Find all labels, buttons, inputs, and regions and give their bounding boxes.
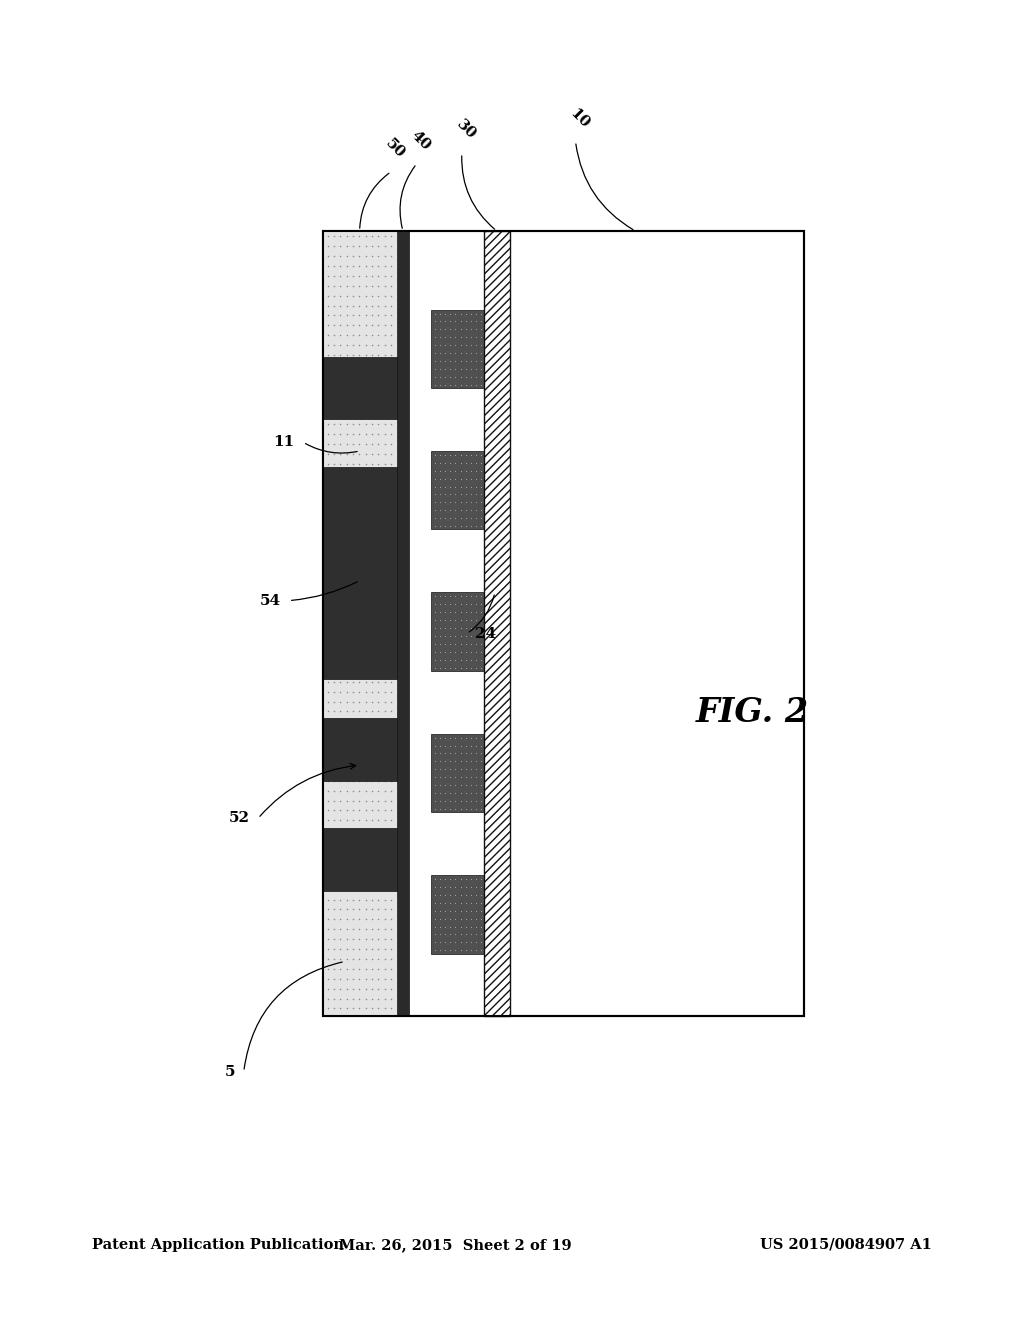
- Text: FIG. 2: FIG. 2: [696, 697, 809, 729]
- Text: 50: 50: [383, 136, 408, 161]
- Text: 40: 40: [409, 128, 433, 153]
- Text: Mar. 26, 2015  Sheet 2 of 19: Mar. 26, 2015 Sheet 2 of 19: [339, 1238, 572, 1251]
- Text: 24: 24: [475, 627, 497, 640]
- Text: 11: 11: [273, 436, 295, 449]
- Text: 5: 5: [225, 1065, 236, 1078]
- Bar: [323, 231, 804, 1016]
- Bar: [431, 451, 483, 529]
- Text: 30: 30: [454, 117, 478, 143]
- Bar: [323, 231, 804, 1016]
- Text: Patent Application Publication: Patent Application Publication: [92, 1238, 344, 1251]
- Bar: [431, 734, 483, 812]
- Bar: [483, 231, 510, 1016]
- Bar: [323, 828, 397, 891]
- Bar: [323, 718, 397, 781]
- Bar: [431, 593, 483, 671]
- Bar: [483, 231, 510, 1016]
- Text: 10: 10: [567, 106, 592, 131]
- Bar: [397, 231, 410, 1016]
- Bar: [431, 875, 483, 953]
- Text: 54: 54: [259, 594, 281, 607]
- Text: 52: 52: [228, 812, 250, 825]
- Bar: [323, 356, 397, 420]
- Bar: [431, 309, 483, 388]
- Bar: [323, 466, 397, 678]
- Text: US 2015/0084907 A1: US 2015/0084907 A1: [760, 1238, 932, 1251]
- Bar: [323, 231, 397, 1016]
